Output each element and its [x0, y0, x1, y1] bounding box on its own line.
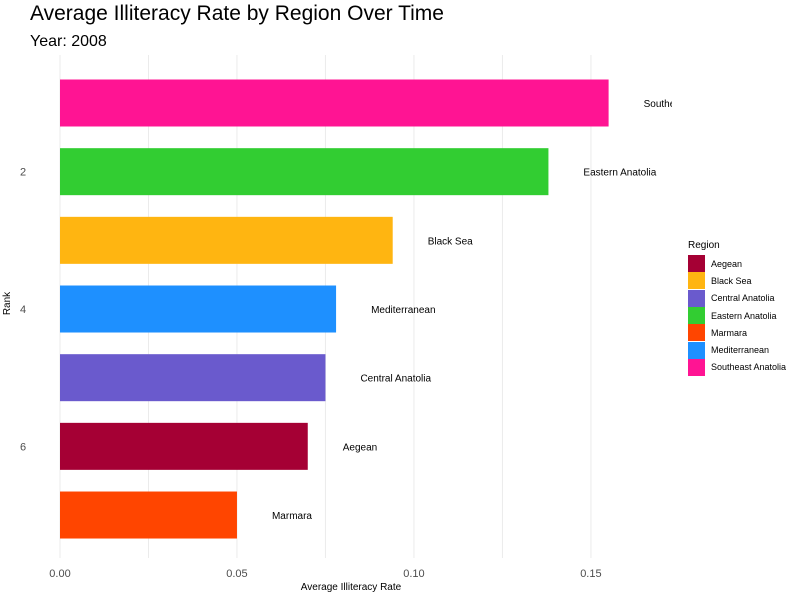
legend-item: Aegean	[688, 255, 786, 273]
legend-item: Mediterranean	[688, 341, 786, 359]
bar-marmara	[60, 491, 237, 539]
bar-label: Black Sea	[428, 236, 473, 247]
legend-item: Marmara	[688, 324, 786, 342]
legend-swatch	[688, 307, 705, 325]
legend-item: Southeast Anatolia	[688, 358, 787, 376]
x-tick-label: 0.00	[49, 568, 70, 580]
x-axis-label: Average Illiteracy Rate	[300, 582, 402, 593]
bar-label: Aegean	[343, 442, 377, 453]
legend-swatch	[688, 255, 705, 273]
plot-edge-mask	[672, 55, 684, 558]
bar-black-sea	[60, 216, 393, 264]
bar-mediterranean	[60, 285, 337, 333]
bar-aegean	[60, 422, 308, 470]
x-tick-label: 0.10	[403, 568, 424, 580]
legend-item: Eastern Anatolia	[688, 307, 786, 325]
legend-items: Aegean Black Sea Central Anatolia Eastern A…	[688, 255, 786, 376]
legend-label: Southeast Anatolia	[711, 362, 787, 373]
legend-title: Region	[688, 240, 720, 251]
chart-title: Average Illiteracy Rate by Region Over T…	[30, 2, 444, 25]
x-tick-label: 0.05	[226, 568, 247, 580]
bar-label: Eastern Anatolia	[583, 168, 656, 179]
legend-label: Mediterranean	[711, 345, 770, 356]
legend-label: Black Sea	[711, 275, 752, 286]
bar-label: Central Anatolia	[360, 374, 431, 385]
legend-item: Black Sea	[688, 272, 786, 290]
bar-southeast-anatolia	[60, 79, 609, 127]
x-tick-label: 0.15	[580, 568, 601, 580]
y-tick-label: 4	[20, 304, 26, 316]
legend-swatch	[688, 272, 705, 290]
legend-item: Central Anatolia	[688, 289, 786, 307]
y-tick-label: 2	[20, 167, 26, 179]
legend-swatch	[688, 324, 705, 342]
legend-label: Central Anatolia	[711, 293, 775, 304]
y-tick-label: 6	[20, 441, 26, 453]
y-axis-label: Rank	[2, 291, 14, 316]
bar-label: Marmara	[272, 511, 312, 522]
legend-label: Marmara	[711, 327, 748, 338]
bar-label: Mediterranean	[371, 305, 435, 316]
legend-label: Eastern Anatolia	[711, 310, 777, 321]
legend-swatch	[688, 341, 705, 359]
legend-label: Aegean	[711, 258, 743, 269]
legend-swatch	[688, 358, 705, 376]
bar-central-anatolia	[60, 354, 326, 402]
legend: Region Aegean Black Sea Central Anatolia Ea…	[688, 240, 786, 376]
chart-subtitle: Year: 2008	[30, 33, 107, 50]
bar-eastern-anatolia	[60, 148, 549, 196]
legend-swatch	[688, 289, 705, 307]
gridlines	[59, 55, 592, 558]
bar-label: Southe	[644, 99, 676, 110]
